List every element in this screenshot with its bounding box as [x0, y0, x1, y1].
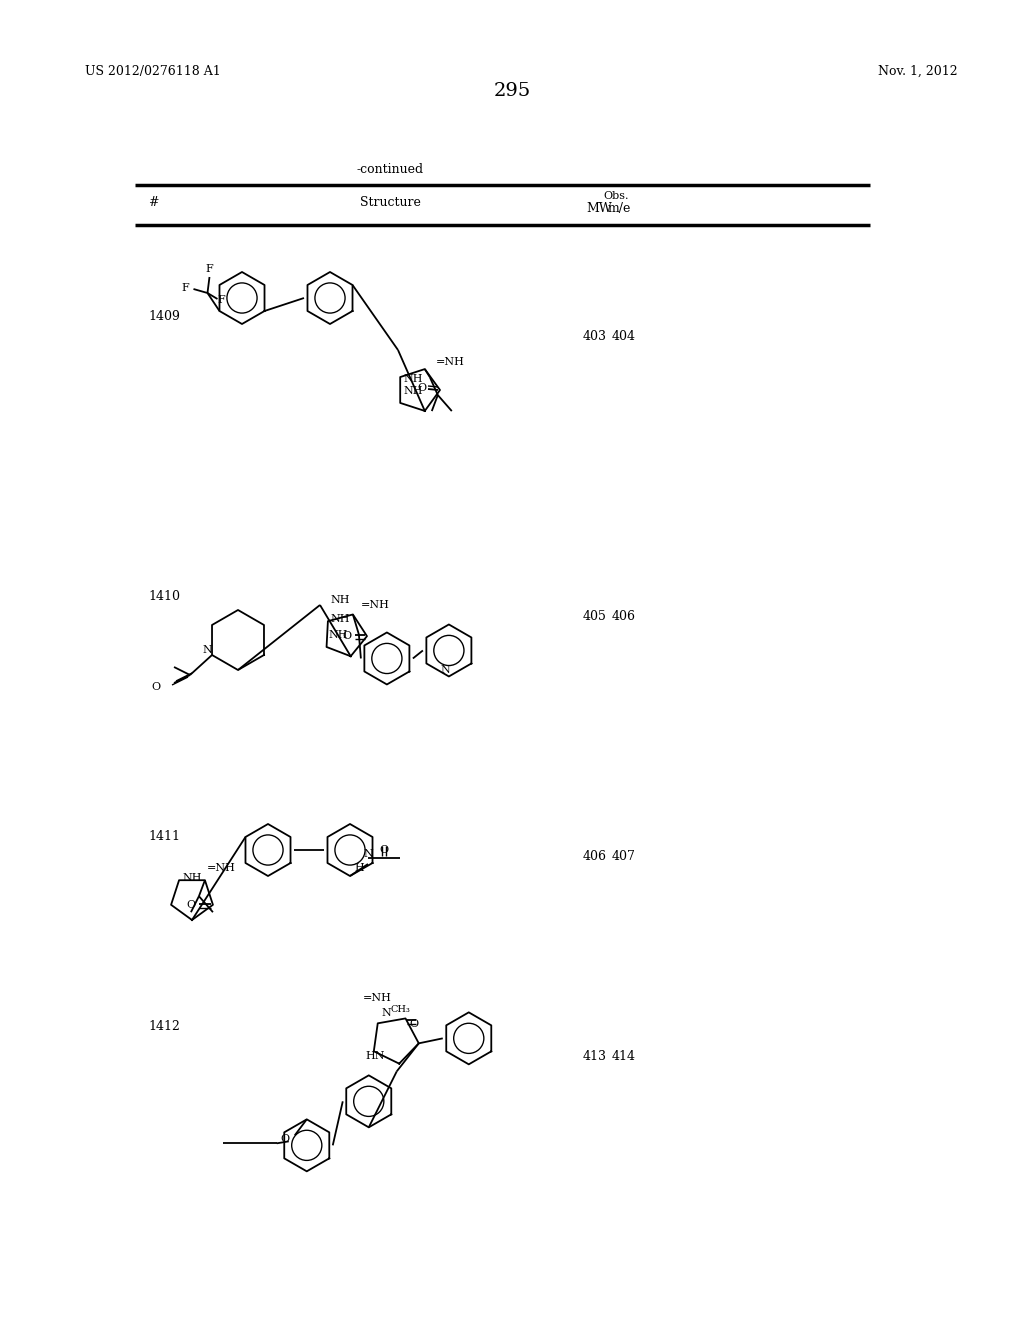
- Text: O: O: [410, 1019, 419, 1030]
- Text: N: N: [202, 645, 212, 655]
- Text: 404: 404: [612, 330, 636, 343]
- Text: MW: MW: [586, 202, 611, 215]
- Text: N: N: [382, 1008, 391, 1018]
- Text: HN: HN: [366, 1051, 385, 1061]
- Text: 1411: 1411: [148, 830, 180, 843]
- Text: Structure: Structure: [359, 195, 421, 209]
- Text: 407: 407: [612, 850, 636, 863]
- Text: O: O: [418, 383, 427, 393]
- Text: #: #: [148, 195, 159, 209]
- Text: O: O: [186, 900, 196, 909]
- Text: 413: 413: [583, 1049, 607, 1063]
- Text: Nov. 1, 2012: Nov. 1, 2012: [878, 65, 957, 78]
- Text: N: N: [440, 665, 450, 676]
- Text: 414: 414: [612, 1049, 636, 1063]
- Text: 406: 406: [612, 610, 636, 623]
- Text: NH: NH: [403, 385, 423, 396]
- Text: =NH: =NH: [207, 863, 236, 873]
- Text: =NH: =NH: [361, 601, 390, 610]
- Text: O: O: [342, 631, 351, 642]
- Text: m/e: m/e: [608, 202, 632, 215]
- Text: N: N: [364, 849, 373, 859]
- Text: =NH: =NH: [436, 356, 465, 367]
- Text: 403: 403: [583, 330, 607, 343]
- Text: 1410: 1410: [148, 590, 180, 603]
- Text: NH: NH: [329, 630, 348, 640]
- Text: US 2012/0276118 A1: US 2012/0276118 A1: [85, 65, 221, 78]
- Text: NH: NH: [331, 614, 350, 624]
- Text: NH: NH: [182, 874, 202, 883]
- Text: 1409: 1409: [148, 310, 180, 323]
- Text: O: O: [380, 845, 388, 855]
- Text: 1412: 1412: [148, 1020, 180, 1034]
- Text: 405: 405: [583, 610, 607, 623]
- Text: F: F: [181, 282, 189, 293]
- Text: O: O: [152, 682, 161, 692]
- Text: H: H: [354, 863, 364, 873]
- Text: 295: 295: [494, 82, 530, 100]
- Text: CH₃: CH₃: [391, 1005, 411, 1014]
- Text: 406: 406: [583, 850, 607, 863]
- Text: F: F: [206, 264, 213, 275]
- Text: NH: NH: [403, 374, 423, 384]
- Text: Obs.: Obs.: [603, 191, 629, 201]
- Text: O: O: [281, 1134, 290, 1144]
- Text: -continued: -continued: [356, 162, 424, 176]
- Text: =NH: =NH: [362, 993, 391, 1003]
- Text: NH: NH: [331, 595, 350, 605]
- Text: F: F: [218, 294, 225, 305]
